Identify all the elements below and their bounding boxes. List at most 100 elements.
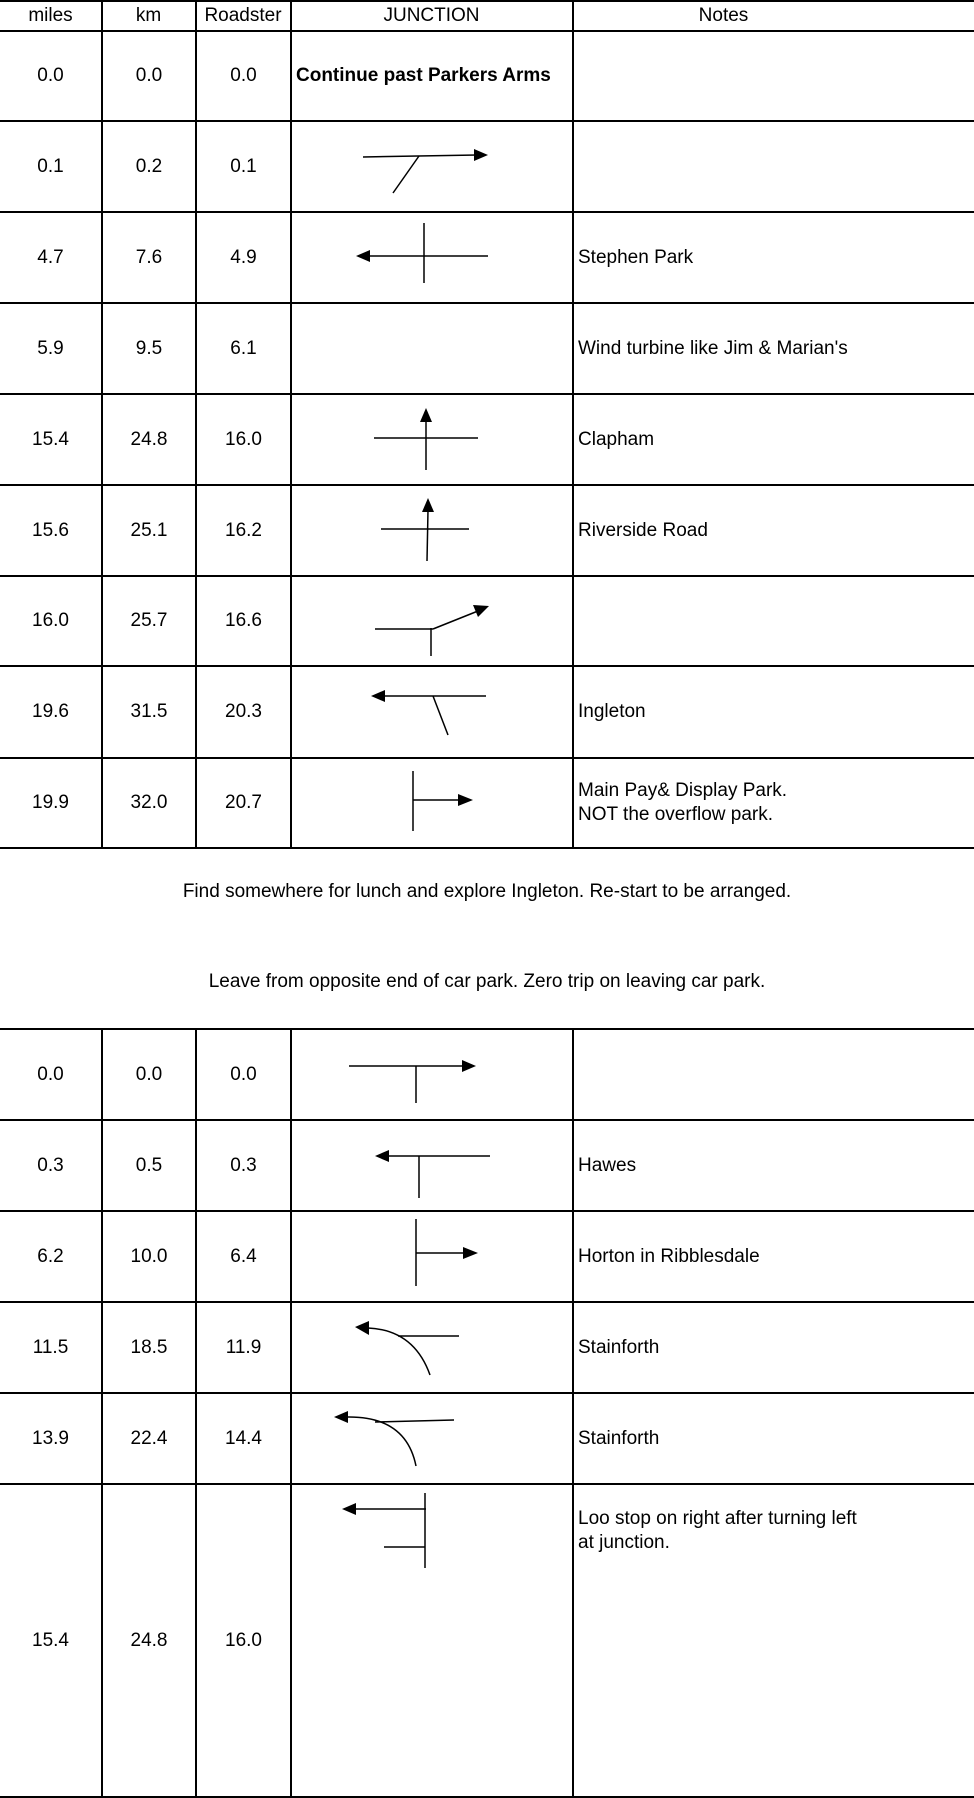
- roadster-cell: 4.9: [230, 246, 257, 268]
- grid-line: [0, 120, 974, 122]
- miles-cell: 0.0: [37, 65, 64, 86]
- grid-line: [572, 0, 574, 849]
- notes-cell: [574, 1030, 974, 1119]
- roadster-cell: 16.0: [225, 428, 262, 450]
- crossroads-turn-left-icon: [356, 223, 488, 283]
- restart-instruction: Leave from opposite end of car park. Zer…: [208, 971, 766, 992]
- notes-cell: [574, 122, 974, 211]
- miles-cell: 11.5: [32, 1336, 69, 1358]
- grid-line: [572, 1028, 574, 1798]
- grid-line: [0, 393, 974, 395]
- header-miles: miles: [28, 5, 73, 26]
- header-junction: JUNCTION: [383, 5, 480, 26]
- km-cell: 10.0: [130, 1245, 168, 1267]
- notes-cell: [574, 32, 974, 120]
- roadster-cell: 16.6: [225, 610, 262, 631]
- km-cell: 24.8: [130, 428, 168, 450]
- notes-cell: Loo stop on right after turning left at …: [578, 1508, 857, 1553]
- roadster-cell: 0.1: [230, 155, 257, 177]
- notes-cell: [574, 577, 974, 665]
- km-cell: 31.5: [130, 701, 168, 722]
- miles-cell: 15.4: [32, 1629, 69, 1651]
- grid-line: [0, 30, 974, 32]
- roadster-cell: 0.0: [230, 1063, 257, 1085]
- miles-cell: 4.7: [37, 246, 64, 268]
- miles-cell: 16.0: [32, 610, 69, 631]
- km-cell: 7.6: [135, 246, 163, 268]
- crossroads-straight-on-icon: [381, 498, 469, 562]
- miles-cell: 19.6: [32, 701, 69, 722]
- grid-line: [0, 302, 974, 304]
- miles-cell: 0.0: [37, 1063, 64, 1085]
- notes-cell: Wind turbine like Jim & Marian's: [578, 337, 848, 359]
- grid-line: [101, 0, 103, 849]
- grid-line: [0, 757, 974, 759]
- t-junction-turn-left-icon: [375, 1150, 490, 1198]
- roadster-cell: 20.7: [225, 792, 262, 813]
- header-notes: Notes: [698, 5, 749, 26]
- km-cell: 22.4: [130, 1427, 168, 1449]
- roadster-cell: 6.4: [230, 1245, 257, 1267]
- km-cell: 25.1: [130, 519, 168, 541]
- roadster-cell: 6.1: [230, 337, 257, 359]
- miles-cell: 0.3: [37, 1154, 64, 1176]
- grid-line: [290, 1028, 292, 1798]
- grid-line: [0, 1796, 974, 1798]
- bear-right-icon: [375, 605, 489, 656]
- turn-right-icon: [415, 1219, 478, 1286]
- roadster-cell: 11.9: [225, 1336, 262, 1358]
- roadster-cell: 0.0: [230, 65, 257, 86]
- crossroads-straight-on-icon: [374, 408, 478, 470]
- grid-line: [195, 0, 197, 849]
- km-cell: 25.7: [130, 610, 168, 631]
- grid-line: [0, 1119, 974, 1121]
- km-cell: 18.5: [130, 1336, 168, 1358]
- miles-cell: 15.4: [32, 428, 69, 450]
- km-cell: 9.5: [135, 337, 163, 359]
- grid-line: [0, 575, 974, 577]
- notes-cell: Stainforth: [578, 1427, 660, 1449]
- notes-cell: Main Pay& Display Park. NOT the overflow…: [578, 780, 788, 825]
- notes-cell: Ingleton: [578, 701, 646, 722]
- grid-line: [0, 1392, 974, 1394]
- km-cell: 24.8: [130, 1629, 168, 1651]
- miles-cell: 0.1: [37, 155, 64, 177]
- header-km: km: [135, 5, 162, 26]
- grid-line: [195, 1028, 197, 1798]
- grid-line: [101, 1028, 103, 1798]
- grid-line: [0, 847, 974, 849]
- miles-cell: 5.9: [37, 337, 64, 359]
- notes-cell: Hawes: [578, 1154, 637, 1176]
- notes-cell: Riverside Road: [578, 519, 708, 541]
- km-cell: 0.5: [135, 1154, 163, 1176]
- roadster-cell: 20.3: [225, 701, 262, 722]
- km-cell: 32.0: [130, 792, 168, 813]
- t-junction-turn-right-icon: [349, 1060, 476, 1103]
- miles-cell: 19.9: [32, 792, 69, 813]
- roadster-cell: 14.4: [225, 1427, 262, 1449]
- grid-line: [290, 0, 292, 849]
- grid-line: [0, 211, 974, 213]
- km-cell: 0.2: [135, 155, 163, 177]
- roadster-cell: 16.0: [225, 1629, 262, 1651]
- notes-cell: Clapham: [578, 428, 655, 450]
- staggered-crossroads-turn-left-icon: [342, 1493, 426, 1568]
- miles-cell: 13.9: [32, 1427, 69, 1449]
- notes-cell: Horton in Ribblesdale: [578, 1245, 760, 1267]
- grid-line: [0, 665, 974, 667]
- grid-line: [0, 1210, 974, 1212]
- bear-left-icon: [355, 1321, 459, 1376]
- roadster-cell: 0.3: [230, 1154, 257, 1176]
- header-roadster: Roadster: [204, 5, 282, 26]
- grid-line: [0, 1483, 974, 1485]
- grid-line: [0, 484, 974, 486]
- lunch-instruction: Find somewhere for lunch and explore Ing…: [182, 881, 792, 902]
- km-cell: 0.0: [135, 1063, 163, 1085]
- t-junction-turn-left-icon: [371, 690, 486, 736]
- notes-cell: Stephen Park: [578, 246, 694, 268]
- bear-left-icon: [334, 1411, 455, 1467]
- grid-line: [0, 0, 974, 2]
- miles-cell: 6.2: [37, 1245, 64, 1267]
- notes-cell: Stainforth: [578, 1336, 660, 1358]
